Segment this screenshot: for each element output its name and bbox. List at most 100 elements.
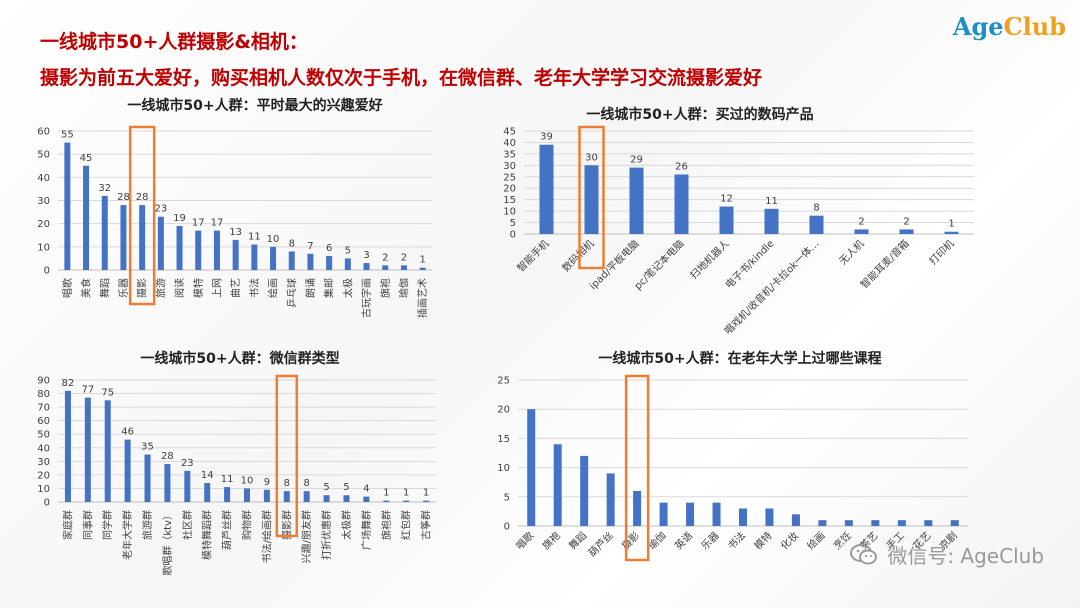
x-tick-label: 老年大学群: [121, 510, 134, 560]
y-tick-label: 15: [503, 195, 516, 206]
y-tick-label: 40: [503, 138, 516, 149]
y-tick-label: 20: [497, 405, 510, 416]
data-label: 75: [101, 387, 114, 398]
y-tick-label: 10: [37, 484, 50, 495]
data-label: 3: [363, 250, 369, 261]
data-label: 32: [98, 183, 111, 194]
x-tick-label: 旗袍群: [380, 510, 393, 540]
data-label: 55: [61, 130, 74, 141]
bar: [195, 230, 202, 270]
x-tick-label: 美食: [80, 278, 93, 298]
y-tick-label: 90: [37, 376, 50, 387]
highlight-box: [275, 374, 299, 538]
bar: [263, 489, 270, 502]
x-tick-label: 古筝群: [420, 510, 433, 540]
bar: [419, 267, 426, 270]
bar: [139, 205, 146, 270]
x-tick-label: 社区群: [181, 510, 194, 540]
slide-subtitle: 摄影为前五大爱好，购买相机人数仅次于手机，在微信群、老年大学学习交流摄影爱好: [40, 67, 763, 89]
data-label: 10: [267, 234, 280, 245]
x-tick-label: 太极: [341, 278, 354, 298]
bar: [899, 229, 914, 234]
bar: [270, 246, 277, 270]
x-tick-label: 摄影: [136, 278, 149, 298]
y-tick-label: 0: [44, 266, 50, 277]
x-tick-label: 上网: [211, 278, 223, 298]
y-tick-label: 5: [504, 492, 510, 503]
data-label: 12: [720, 194, 733, 205]
bar: [64, 390, 71, 502]
chart-title-hobbies: 一线城市50+人群：平时最大的兴趣爱好: [127, 98, 383, 114]
bar: [244, 488, 250, 502]
bar: [84, 397, 91, 502]
x-tick-label: 舞蹈: [99, 278, 111, 298]
data-label: 28: [117, 192, 130, 203]
y-tick-label: 50: [37, 150, 50, 161]
x-tick-label: 乐器: [118, 278, 130, 298]
data-label: 1: [419, 255, 425, 266]
data-label: 28: [161, 451, 174, 462]
x-tick-label: 旗袍: [539, 529, 562, 552]
bar: [344, 258, 351, 270]
x-tick-label: 红包群: [400, 510, 413, 540]
data-label: 8: [303, 478, 309, 489]
x-tick-label: 书法: [248, 278, 261, 298]
data-label: 39: [540, 132, 553, 143]
x-tick-label: 插画艺术: [416, 278, 429, 318]
data-label: 2: [903, 216, 909, 227]
x-tick-label: 同事群: [81, 510, 94, 540]
data-label: 2: [858, 216, 864, 227]
bar: [606, 473, 615, 526]
highlight-box: [578, 125, 605, 270]
bar: [176, 225, 183, 270]
x-tick-label: 舞蹈: [567, 530, 590, 553]
bar: [363, 263, 370, 270]
data-label: 46: [121, 427, 134, 438]
bar: [527, 409, 536, 526]
bar: [659, 502, 668, 526]
data-label: 23: [181, 458, 194, 469]
bar: [686, 502, 695, 526]
x-tick-label: 绘画: [267, 278, 280, 298]
x-tick-label: 乐器: [699, 530, 722, 553]
highlight-box: [624, 374, 650, 562]
bar: [423, 500, 430, 502]
y-tick-label: 5: [510, 218, 516, 229]
x-tick-label: 模特: [752, 530, 775, 553]
bar: [363, 496, 370, 502]
data-label: 1: [383, 488, 389, 499]
bar: [343, 495, 350, 502]
y-tick-label: 0: [510, 230, 516, 241]
data-label: 11: [248, 232, 261, 243]
x-tick-label: 曲艺: [230, 278, 242, 298]
data-label: 5: [343, 482, 349, 493]
bar: [120, 205, 127, 270]
data-label: 9: [264, 477, 270, 488]
x-tick-label: 英语: [672, 529, 695, 552]
ageclub-logo: AgeClub: [953, 12, 1066, 41]
chart-title-courses: 一线城市50+人群：在老年大学上过哪些课程: [598, 351, 882, 367]
data-label: 4: [363, 484, 369, 495]
bar: [124, 439, 131, 502]
chart-title-wechat: 一线城市50+人群：微信群类型: [140, 351, 340, 367]
data-label: 6: [326, 243, 332, 254]
y-tick-label: 30: [503, 161, 516, 172]
bar: [765, 508, 774, 526]
y-tick-label: 25: [503, 172, 516, 183]
data-label: 14: [201, 470, 214, 481]
y-tick-label: 10: [503, 207, 516, 218]
logo-text-club: Club: [1003, 12, 1066, 41]
wechat-icon: [850, 543, 878, 564]
bar: [764, 208, 779, 234]
x-tick-label: 葫芦丝: [586, 530, 616, 560]
data-label: 26: [675, 161, 688, 172]
y-tick-label: 20: [503, 184, 516, 195]
wechat-watermark: 微信号: AgeClub: [849, 540, 1044, 569]
x-tick-label: 乒乓球: [285, 278, 298, 308]
y-tick-label: 0: [44, 498, 50, 509]
bar: [897, 520, 906, 526]
bar: [400, 265, 407, 270]
y-tick-label: 30: [37, 457, 50, 468]
y-tick-label: 20: [37, 470, 50, 481]
